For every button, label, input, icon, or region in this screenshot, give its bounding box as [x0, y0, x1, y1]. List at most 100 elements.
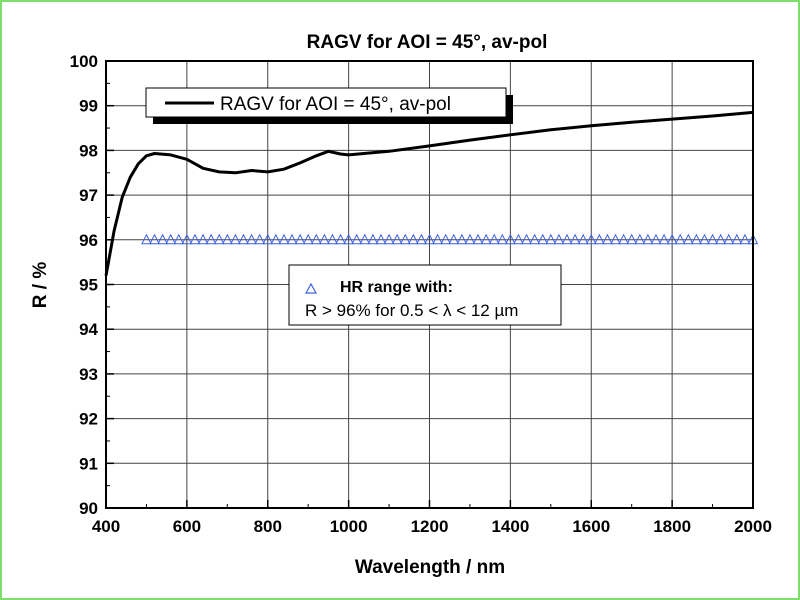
- hr-triangle-marker: [432, 233, 443, 245]
- y-tick-label: 94: [79, 320, 98, 339]
- y-tick-label: 95: [79, 276, 98, 295]
- x-tick-label: 1000: [330, 517, 368, 536]
- hr-triangle-marker: [472, 233, 484, 245]
- hr-triangle-marker: [367, 233, 379, 245]
- x-tick-label: 600: [173, 517, 201, 536]
- hr-triangle-marker: [416, 233, 427, 245]
- hr-triangle-marker: [286, 233, 298, 245]
- hr-triangle-marker: [715, 233, 726, 245]
- hr-triangle-marker: [270, 233, 282, 245]
- hr-triangle-marker: [157, 233, 168, 245]
- hr-triangle-marker: [302, 233, 314, 245]
- hr-triangle-marker: [545, 233, 557, 245]
- hr-triangle-marker: [351, 233, 363, 245]
- hr-triangle-marker: [424, 233, 435, 245]
- hr-triangle-marker: [440, 233, 451, 245]
- legend-hr-title: HR range with:: [340, 279, 453, 296]
- hr-triangle-marker: [650, 233, 662, 245]
- hr-triangle-marker: [537, 233, 549, 245]
- legend-hr-condition: R > 96% for 0.5 < λ < 12 µm: [305, 301, 518, 320]
- y-tick-label: 92: [79, 410, 98, 429]
- hr-triangle-marker: [189, 233, 201, 245]
- y-tick-label: 100: [70, 52, 98, 71]
- y-tick-label: 91: [79, 454, 98, 473]
- hr-triangle-marker: [642, 233, 654, 245]
- hr-triangle-marker: [666, 233, 678, 245]
- y-tick-label: 99: [79, 97, 98, 116]
- hr-triangle-marker: [408, 233, 419, 245]
- x-tick-label: 1800: [653, 517, 691, 536]
- hr-triangle-marker: [731, 233, 743, 245]
- hr-triangle-marker: [205, 233, 217, 245]
- x-tick-label: 1200: [411, 517, 449, 536]
- x-tick-label: 1600: [572, 517, 610, 536]
- hr-triangle-marker: [343, 233, 354, 245]
- chart-title: RAGV for AOI = 45°, av-pol: [307, 32, 548, 53]
- legend-main: RAGV for AOI = 45°, av-pol: [145, 87, 513, 124]
- hr-triangle-marker: [739, 233, 751, 245]
- hr-triangle-marker: [496, 233, 508, 245]
- hr-triangle-marker: [585, 233, 597, 245]
- hr-triangle-marker: [399, 233, 411, 245]
- hr-triangle-marker: [707, 233, 718, 245]
- hr-triangle-marker: [327, 233, 338, 245]
- hr-triangle-marker: [561, 233, 573, 245]
- hr-triangle-marker: [246, 233, 257, 245]
- hr-triangle-marker: [197, 233, 209, 245]
- x-tick-label: 400: [92, 517, 120, 536]
- hr-triangle-marker: [602, 233, 613, 245]
- plot-area-border: [105, 60, 754, 509]
- hr-triangle-marker: [278, 233, 290, 245]
- x-tick-label: 800: [254, 517, 282, 536]
- x-axis-label: Wavelength / nm: [355, 557, 505, 578]
- hr-triangle-marker: [569, 233, 581, 245]
- hr-triangle-marker: [165, 233, 177, 245]
- hr-triangle-marker: [262, 233, 274, 245]
- hr-triangle-marker: [383, 233, 395, 245]
- x-tick-label: 2000: [734, 517, 772, 536]
- y-axis-label: R / %: [30, 262, 51, 309]
- hr-triangle-marker: [456, 233, 468, 245]
- y-tick-label: 90: [79, 499, 98, 518]
- hr-triangle-marker: [594, 233, 605, 245]
- hr-triangle-marker: [480, 233, 492, 245]
- hr-triangle-marker: [391, 233, 403, 245]
- hr-triangle-marker: [577, 233, 589, 245]
- x-tick-label: 1400: [491, 517, 529, 536]
- legend-main-label: RAGV for AOI = 45°, av-pol: [220, 94, 451, 115]
- y-tick-label: 97: [79, 186, 98, 205]
- hr-triangle-marker: [173, 233, 185, 245]
- hr-triangle-marker: [213, 233, 225, 245]
- hr-triangle-marker: [634, 233, 646, 245]
- hr-triangle-marker: [610, 233, 621, 245]
- triangle-marker-icon: [304, 282, 318, 294]
- hr-triangle-marker: [505, 233, 516, 245]
- hr-triangle-marker: [141, 233, 152, 245]
- hr-triangle-marker: [375, 233, 387, 245]
- legend-hr: HR range with: R > 96% for 0.5 < λ < 12 …: [288, 264, 562, 326]
- hr-triangle-marker: [674, 233, 686, 245]
- hr-triangle-marker: [181, 233, 193, 245]
- hr-triangle-marker: [521, 233, 532, 245]
- ticks: 400 600 800 1000 1200 1400 1600 1800 2000 90 91 92 9…: [70, 52, 772, 536]
- hr-triangle-marker: [682, 233, 694, 245]
- y-tick-label: 98: [79, 141, 98, 160]
- hr-triangle-marker: [723, 233, 735, 245]
- y-tick-label: 93: [79, 365, 98, 384]
- hr-triangle-marker: [254, 233, 265, 245]
- series-layer: [104, 110, 759, 276]
- hr-triangle-marker: [230, 233, 241, 245]
- hr-triangle-marker: [149, 233, 160, 245]
- ragv-curve: [104, 110, 754, 276]
- hr-triangle-marker: [359, 233, 371, 245]
- hr-triangle-marker: [464, 233, 476, 245]
- hr-triangle-marker: [294, 233, 306, 245]
- hr-triangle-marker: [658, 233, 670, 245]
- hr-triangle-marker: [691, 233, 702, 245]
- hr-triangle-marker: [222, 233, 233, 245]
- hr-triangle-marker: [448, 233, 460, 245]
- hr-triangle-marker: [319, 233, 330, 245]
- y-tick-label: 96: [79, 231, 98, 250]
